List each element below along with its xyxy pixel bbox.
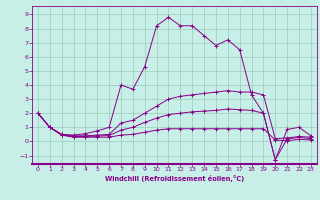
X-axis label: Windchill (Refroidissement éolien,°C): Windchill (Refroidissement éolien,°C): [105, 175, 244, 182]
